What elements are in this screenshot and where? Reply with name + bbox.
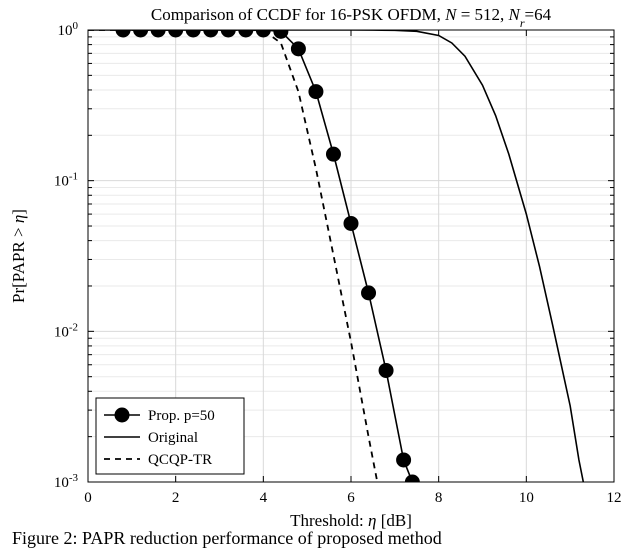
y-tick-label: 10-2 [54,321,78,340]
marker-circle [344,216,358,230]
legend-marker [115,408,129,422]
ccdf-chart: 0 2 4 6 8 10 12 10-3 10-2 10-1 100 Comparison of CC… [0,0,640,548]
legend-label: Original [148,430,198,446]
y-tick-label: 10-3 [54,472,79,491]
marker-circle [309,85,323,99]
marker-circle [291,42,305,56]
x-tick-label: 12 [607,490,622,506]
x-tick-label: 4 [260,490,268,506]
figure-caption: Figure 2: PAPR reduction performance of … [12,528,442,548]
x-tick-label: 6 [347,490,355,506]
x-tick-label: 10 [519,490,534,506]
marker-circle [397,453,411,467]
marker-circle [326,147,340,161]
chart-title: Comparison of CCDF for 16-PSK OFDM, N = … [151,5,552,30]
x-tick-label: 8 [435,490,443,506]
legend-label: QCQP-TR [148,452,212,468]
marker-circle [379,363,393,377]
y-axis-label: Pr[PAPR > η] [9,209,28,303]
x-tick-label: 0 [84,490,92,506]
y-tick-label: 10-1 [54,171,78,190]
legend-label: Prop. p=50 [148,408,215,424]
marker-circle [274,24,288,38]
marker-circle [362,286,376,300]
y-tick-label: 100 [58,20,79,39]
x-tick-label: 2 [172,490,180,506]
